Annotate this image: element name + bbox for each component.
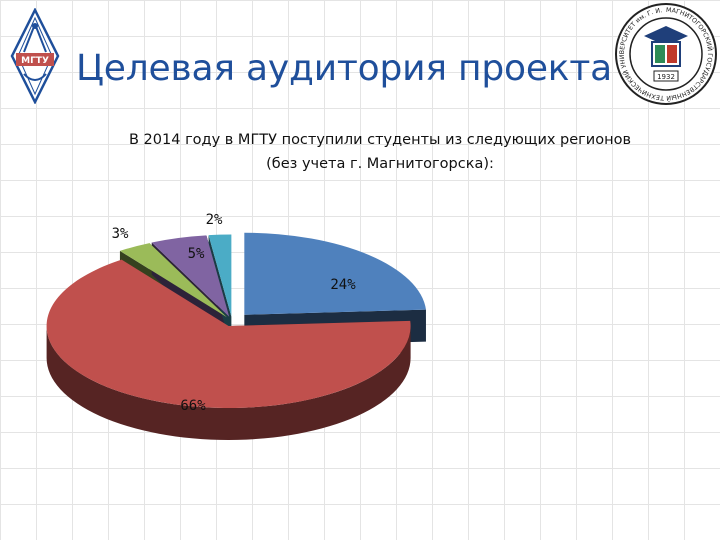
pie-data-label-1: 66% (180, 398, 206, 414)
chart-caption: В 2014 году в МГТУ поступили студенты из… (90, 128, 670, 176)
pie-data-label-3: 5% (188, 246, 205, 262)
pie-slice-4 (208, 234, 232, 317)
university-seal: МАГНИТОГОРСКИЙ ГОСУДАРСТВЕННЫЙ ТЕХНИЧЕСК… (614, 2, 717, 105)
caption-line-1: В 2014 году в МГТУ поступили студенты из… (129, 132, 631, 148)
seal-year: 1932 (657, 73, 675, 81)
pie-slice-side-1-0 (46, 325, 411, 440)
pie-data-labels: 24% 66% 3% 5% 2% (112, 212, 357, 414)
caption-line-2: (без учета г. Магнитогорска): (266, 156, 494, 172)
pie-slice-1 (46, 259, 411, 408)
pie-slice-2 (119, 243, 227, 318)
pie-data-label-4: 2% (206, 212, 223, 228)
pie-slice-3 (151, 235, 230, 317)
mgtu-logo-text: МГТУ (21, 56, 49, 66)
pie-slice-0 (244, 232, 426, 315)
page-title: Целевая аудитория проекта (76, 48, 612, 89)
pie-tops (46, 232, 426, 408)
mgtu-logo: МГТУ (10, 8, 60, 104)
pie-data-label-2: 3% (112, 226, 129, 242)
pie-data-label-0: 24% (330, 277, 356, 293)
